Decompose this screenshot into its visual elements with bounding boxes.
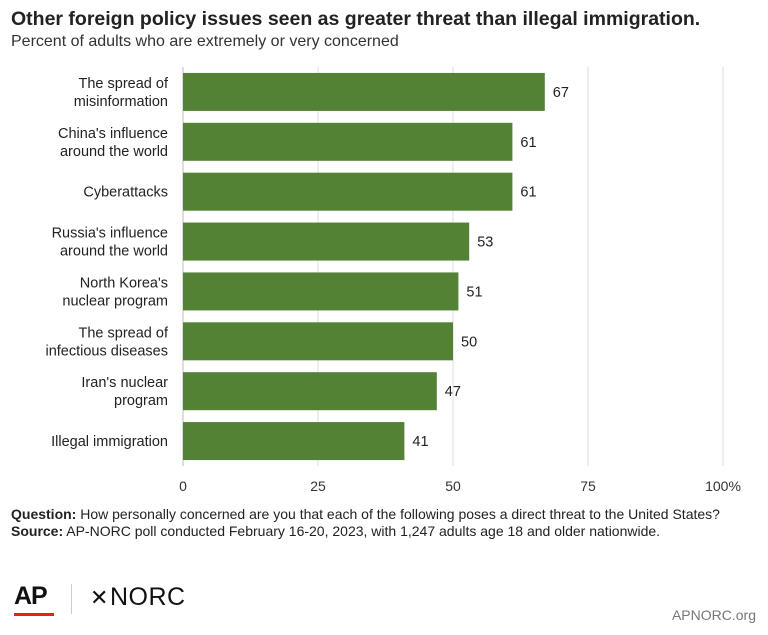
norc-logo: ✕NORC: [90, 584, 186, 611]
norc-star-icon: ✕: [90, 585, 109, 610]
chart-subtitle: Percent of adults who are extremely or v…: [11, 33, 399, 50]
bar: [183, 422, 405, 461]
bar: [183, 172, 513, 211]
source-text: AP-NORC poll conducted February 16-20, 2…: [66, 523, 661, 539]
category-label: Illegal immigration: [51, 434, 168, 450]
category-label: North Korea's: [80, 275, 168, 291]
data-label: 50: [461, 334, 477, 350]
category-label: misinformation: [74, 94, 168, 110]
bar: [183, 322, 453, 361]
x-tick-label: 50: [445, 478, 461, 494]
data-label: 47: [445, 384, 461, 400]
category-label: program: [114, 393, 168, 409]
bar: [183, 372, 437, 411]
x-tick-label: 0: [179, 478, 187, 494]
x-tick-label: 100%: [705, 478, 741, 494]
question-label: Question:: [11, 506, 77, 522]
bar: [183, 222, 470, 261]
chart-notes: Question: How personally concerned are y…: [11, 506, 751, 540]
logo-divider: [71, 584, 72, 614]
question-text: How personally concerned are you that ea…: [80, 506, 720, 522]
x-tick-label: 25: [310, 478, 326, 494]
x-tick-label: 75: [580, 478, 596, 494]
category-label: The spread of: [79, 325, 169, 341]
category-label: Cyberattacks: [83, 185, 168, 201]
site-link[interactable]: APNORC.org: [671, 607, 756, 623]
category-label: The spread of: [79, 76, 169, 92]
category-label: around the world: [60, 244, 168, 260]
bar-chart: 0 25 50 75 100% 67 The spread of misinformation…: [45, 67, 741, 494]
data-label: 67: [553, 85, 569, 101]
bar: [183, 272, 459, 311]
data-label: 61: [520, 185, 536, 201]
data-label: 51: [466, 284, 482, 300]
ap-logo-underline: [14, 613, 54, 616]
data-label: 61: [520, 135, 536, 151]
category-label: Iran's nuclear: [81, 375, 168, 391]
source-label: Source:: [11, 523, 64, 539]
data-label: 53: [477, 235, 493, 251]
ap-logo: AP: [14, 582, 48, 610]
bar: [183, 72, 545, 111]
data-label: 41: [412, 434, 428, 450]
category-label: around the world: [60, 144, 168, 160]
norc-logo-text: NORC: [109, 583, 186, 611]
question-note: Question: How personally concerned are y…: [11, 506, 751, 523]
category-label: Russia's influence: [52, 226, 168, 242]
chart-title: Other foreign policy issues seen as grea…: [11, 8, 701, 30]
bar: [183, 122, 513, 161]
category-label: infectious diseases: [45, 343, 168, 359]
category-label: China's influence: [58, 126, 168, 142]
source-note: Source: AP-NORC poll conducted February …: [11, 523, 751, 540]
category-label: nuclear program: [62, 293, 168, 309]
